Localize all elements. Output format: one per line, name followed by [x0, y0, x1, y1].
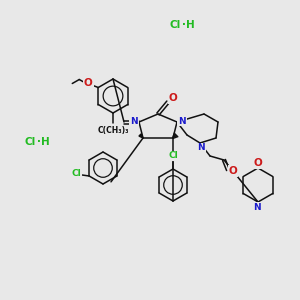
Text: Cl: Cl	[71, 169, 81, 178]
Text: O: O	[84, 79, 93, 88]
Text: O: O	[169, 93, 177, 103]
Text: ·H: ·H	[37, 137, 50, 147]
Polygon shape	[139, 134, 143, 138]
Text: N: N	[178, 116, 186, 125]
Text: O: O	[229, 166, 237, 176]
Text: N: N	[130, 116, 138, 125]
Text: C(CH₃)₃: C(CH₃)₃	[97, 125, 129, 134]
Text: N: N	[253, 202, 261, 211]
Text: O: O	[254, 158, 262, 168]
Text: ·H: ·H	[182, 20, 194, 30]
Text: Cl: Cl	[168, 152, 178, 160]
Text: N: N	[197, 143, 205, 152]
Text: Cl: Cl	[169, 20, 181, 30]
Text: Cl: Cl	[24, 137, 36, 147]
